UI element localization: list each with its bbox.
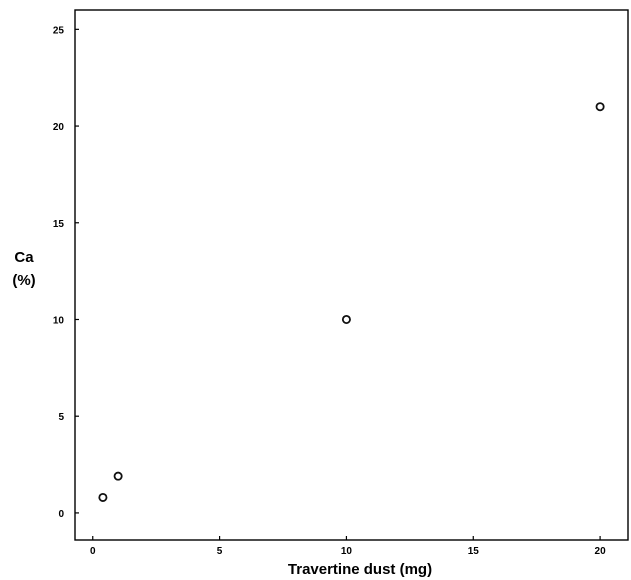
data-point [341,314,351,324]
y-axis-title-line-2: (%) [12,272,35,289]
data-point [113,471,123,481]
data-point [98,492,108,502]
x-tick-label: 20 [595,546,607,557]
x-axis-title: Travertine dust (mg) [288,561,432,578]
y-tick-label: 10 [53,315,65,326]
y-tick-label: 15 [53,219,65,230]
y-tick-label: 25 [53,25,65,36]
data-point [595,102,605,112]
y-tick-label: 0 [58,509,64,520]
x-tick-label: 10 [341,546,353,557]
y-tick-label: 20 [53,122,65,133]
plot-area [74,9,629,541]
y-axis-title-line-1: Ca [14,249,34,266]
x-tick-label: 15 [468,546,480,557]
x-axis: 0 5 10 15 20 [90,536,606,557]
data-points [98,102,605,502]
x-tick-label: 5 [217,546,223,557]
y-axis: 0 5 10 15 20 25 [53,25,79,520]
y-tick-label: 5 [58,412,64,423]
x-tick-label: 0 [90,546,96,557]
